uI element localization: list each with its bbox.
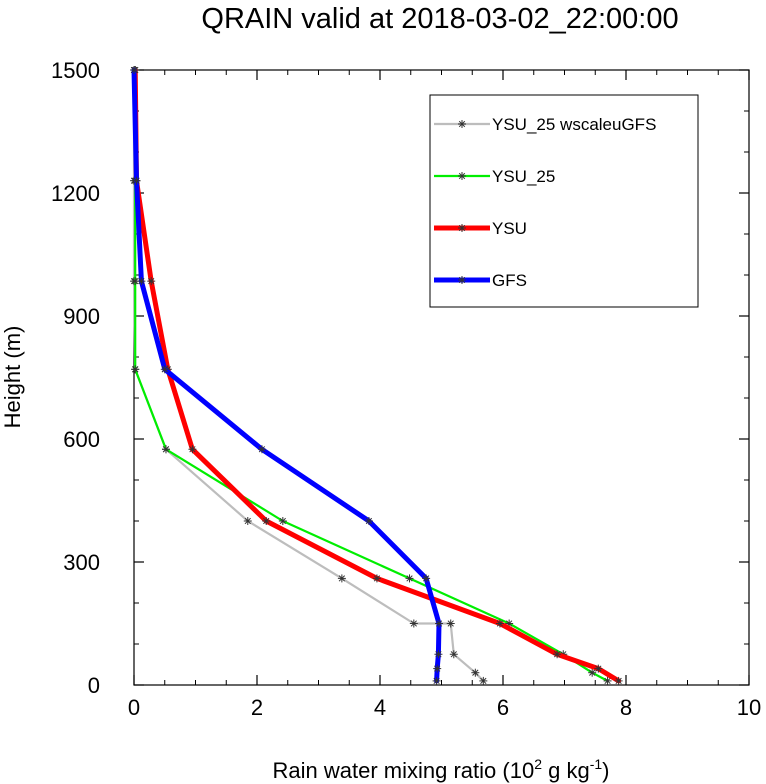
series-marker xyxy=(405,574,414,583)
series-marker xyxy=(434,650,443,659)
series-marker xyxy=(422,574,431,583)
series-line xyxy=(132,68,485,683)
series-marker xyxy=(458,276,466,284)
series-marker xyxy=(614,676,623,685)
series-layer xyxy=(130,66,623,685)
x-tick-label: 10 xyxy=(737,695,761,720)
legend-box xyxy=(429,94,699,308)
legend-item: YSU xyxy=(434,219,527,238)
series-marker xyxy=(131,365,140,374)
y-tick-label: 0 xyxy=(88,673,100,698)
axis-ticks xyxy=(133,69,750,686)
legend-label: YSU_25 xyxy=(492,167,555,186)
series-marker xyxy=(278,517,287,525)
series-marker xyxy=(147,277,156,286)
series-marker xyxy=(137,277,146,286)
x-axis-title-exponent-2: -1 xyxy=(590,756,603,772)
series-marker xyxy=(409,619,418,628)
series-marker xyxy=(160,365,169,374)
series-gfs xyxy=(130,66,444,685)
x-axis-title-suffix: ) xyxy=(602,758,609,783)
legend-item: YSU_25 wscaleuGFS xyxy=(434,115,656,134)
x-axis-title-middle: g kg xyxy=(542,758,590,783)
x-tick-label: 8 xyxy=(620,695,632,720)
y-tick-label: 1500 xyxy=(51,58,100,83)
series-marker xyxy=(553,650,562,659)
x-axis-title-prefix: Rain water mixing ratio (10 xyxy=(273,758,535,783)
legend-label: YSU_25 wscaleuGFS xyxy=(492,115,656,134)
series-marker xyxy=(364,517,373,525)
legend-label: GFS xyxy=(492,271,527,290)
series-marker xyxy=(372,574,381,583)
series-marker xyxy=(188,445,197,454)
legend-item: GFS xyxy=(434,271,527,290)
series-marker xyxy=(257,445,266,454)
series-marker xyxy=(446,619,455,628)
series-marker xyxy=(449,650,458,659)
series-marker xyxy=(495,619,504,628)
series-marker xyxy=(243,517,252,525)
x-tick-label: 4 xyxy=(374,695,386,720)
y-tick-label: 600 xyxy=(63,427,100,452)
x-tick-label: 2 xyxy=(251,695,263,720)
x-axis-title: Rain water mixing ratio (102 g kg-1) xyxy=(273,756,610,783)
x-tick-label: 6 xyxy=(497,695,509,720)
series-marker xyxy=(132,176,141,185)
y-tick-label: 1200 xyxy=(51,181,100,206)
series-ysu xyxy=(131,66,623,685)
series-marker xyxy=(161,445,170,454)
series-marker xyxy=(594,664,603,673)
series-line xyxy=(131,67,442,684)
series-marker xyxy=(603,676,612,685)
series-marker xyxy=(432,676,441,685)
series-marker xyxy=(262,517,271,525)
series-marker xyxy=(471,668,480,677)
series-marker xyxy=(458,224,466,232)
y-axis-title: Height (m) xyxy=(0,326,25,429)
series-marker xyxy=(458,120,466,128)
series-marker xyxy=(588,668,597,677)
series-marker xyxy=(337,574,346,583)
tick-labels: 0 2 4 6 8 10 0 300 600 900 1200 1500 xyxy=(51,58,761,720)
series-marker xyxy=(435,619,444,628)
legend-item: YSU_25 xyxy=(434,167,555,186)
y-tick-label: 300 xyxy=(63,550,100,575)
series-marker xyxy=(458,172,466,180)
x-axis-title-exponent-1: 2 xyxy=(534,756,542,772)
legend-label: YSU xyxy=(492,219,527,238)
series-marker xyxy=(130,66,138,74)
chart-title: QRAIN valid at 2018-03-02_22:00:00 xyxy=(201,3,678,35)
series-marker xyxy=(479,676,488,685)
y-tick-label: 900 xyxy=(63,304,100,329)
legend: YSU_25 wscaleuGFS YSU_25 YSU GFS xyxy=(429,94,699,308)
x-tick-label: 0 xyxy=(128,695,140,720)
series-marker xyxy=(433,664,442,673)
